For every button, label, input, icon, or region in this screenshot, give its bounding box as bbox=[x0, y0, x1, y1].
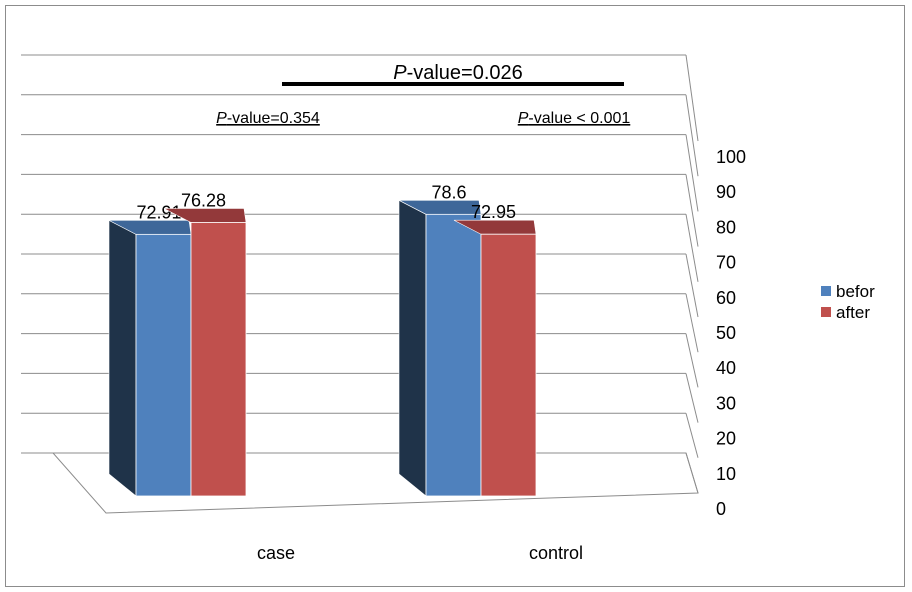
bar-front bbox=[135, 233, 192, 497]
legend-label-after: after bbox=[836, 303, 870, 322]
category-label: case bbox=[257, 543, 295, 563]
y-tick-label: 90 bbox=[716, 182, 736, 202]
pvalue-overall: P-value=0.026 bbox=[393, 62, 523, 84]
bar-after-case: 76.28 bbox=[163, 190, 247, 497]
y-tick-label: 70 bbox=[716, 253, 736, 273]
pvalue-case-p: P bbox=[216, 110, 227, 127]
y-tick-label: 0 bbox=[716, 499, 726, 519]
legend-swatch-after bbox=[821, 307, 831, 317]
y-tick-label: 20 bbox=[716, 429, 736, 449]
bar-after-control: 72.95 bbox=[453, 202, 537, 497]
legend-label-befor: befor bbox=[836, 282, 875, 301]
side-wall-line bbox=[685, 293, 699, 353]
bar-front bbox=[480, 233, 537, 497]
y-tick-label: 10 bbox=[716, 464, 736, 484]
bar-befor-control: 78.6 bbox=[398, 182, 482, 497]
legend-swatch-befor bbox=[821, 286, 831, 296]
bar-side bbox=[108, 219, 137, 497]
pvalue-control-p: P bbox=[518, 110, 529, 127]
side-wall-line bbox=[685, 174, 699, 247]
y-tick-label: 100 bbox=[716, 147, 746, 167]
y-tick-label: 30 bbox=[716, 393, 736, 413]
pvalue-overall-rest: -value=0.026 bbox=[407, 62, 523, 84]
pvalue-overall-p: P bbox=[393, 62, 407, 84]
data-label: 78.6 bbox=[431, 182, 466, 202]
data-label: 72.95 bbox=[471, 202, 516, 222]
side-wall-line bbox=[685, 54, 699, 142]
pvalue-case: P-value=0.354 bbox=[216, 110, 320, 127]
bar-side bbox=[398, 199, 427, 497]
y-tick-label: 50 bbox=[716, 323, 736, 343]
chart-frame: 0 10 20 30 40 50 60 70 80 90 100 72.91 76.28 78.6 72.9… bbox=[5, 5, 905, 587]
y-tick-label: 40 bbox=[716, 358, 736, 378]
y-tick-label: 80 bbox=[716, 217, 736, 237]
side-wall-line bbox=[685, 94, 699, 177]
bar-front bbox=[190, 222, 247, 497]
y-tick-label: 60 bbox=[716, 288, 736, 308]
side-wall-line bbox=[685, 333, 699, 388]
side-wall-line bbox=[685, 253, 699, 318]
pvalue-control-rest: -value < 0.001 bbox=[528, 110, 630, 127]
side-wall-line bbox=[685, 214, 699, 282]
bar-front bbox=[425, 213, 482, 497]
bar-befor-case: 72.91 bbox=[108, 202, 192, 497]
legend: befor after bbox=[821, 282, 875, 322]
category-label: control bbox=[529, 543, 583, 563]
side-wall-line bbox=[685, 413, 699, 458]
side-wall-line bbox=[685, 134, 699, 212]
pvalue-control: P-value < 0.001 bbox=[518, 110, 631, 127]
pvalue-case-rest: -value=0.354 bbox=[227, 110, 320, 127]
data-label: 72.91 bbox=[136, 202, 181, 222]
side-wall-line bbox=[685, 373, 699, 423]
data-label: 76.28 bbox=[181, 190, 226, 210]
